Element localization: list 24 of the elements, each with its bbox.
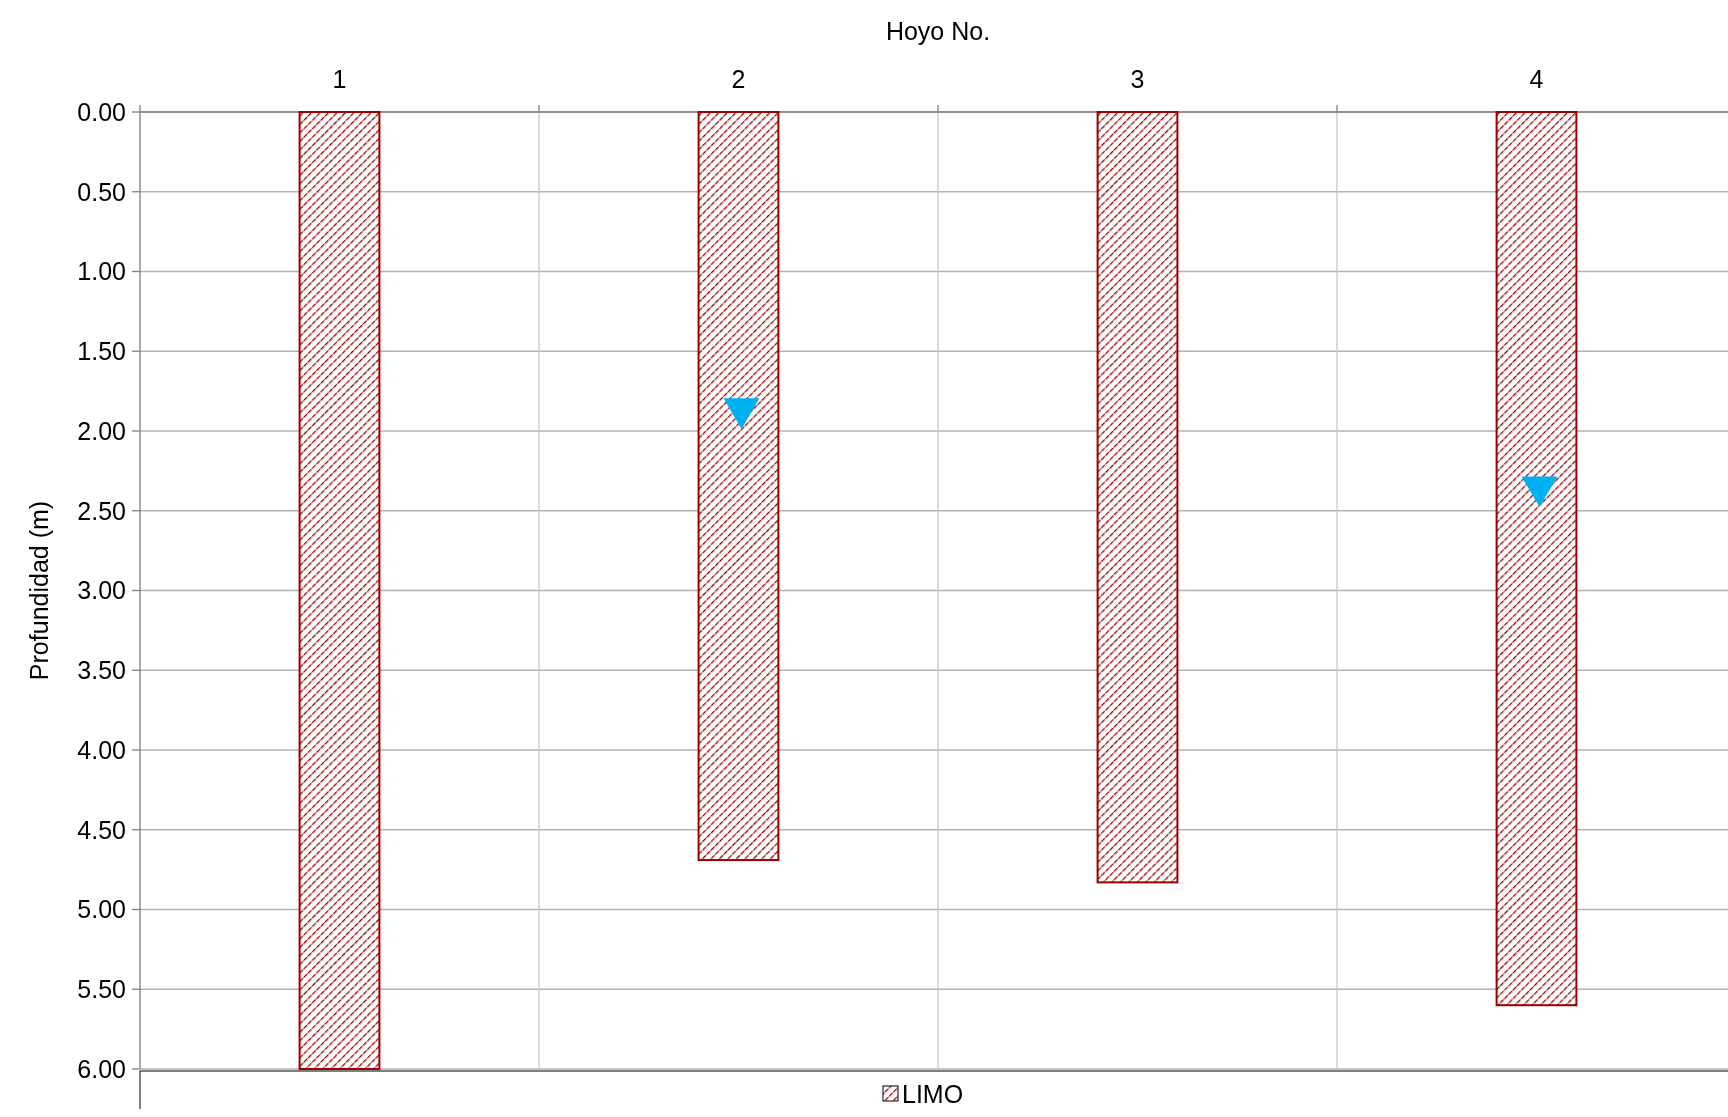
x-tick-label: 1 bbox=[332, 65, 347, 93]
bar bbox=[1495, 111, 1578, 1007]
x-axis-title: Hoyo No. bbox=[885, 17, 991, 45]
bar bbox=[1096, 111, 1179, 884]
y-tick-label: 5.50 bbox=[77, 975, 126, 1003]
y-tick-label: 0.50 bbox=[77, 177, 126, 206]
bar bbox=[298, 111, 381, 1070]
y-tick-label: 6.00 bbox=[77, 1054, 126, 1083]
y-tick-label: 0.00 bbox=[77, 97, 126, 126]
x-tick-label: 3 bbox=[1130, 65, 1145, 93]
x-tick-label: 2 bbox=[731, 65, 746, 93]
y-tick-label: 3.00 bbox=[77, 576, 126, 605]
legend-label: LIMO bbox=[902, 1079, 964, 1108]
y-tick-label: 1.50 bbox=[77, 337, 126, 365]
y-tick-label: 4.50 bbox=[77, 815, 126, 844]
y-tick-label: 3.50 bbox=[77, 656, 126, 684]
bar bbox=[697, 111, 780, 862]
y-tick-label: 5.00 bbox=[77, 895, 126, 924]
y-tick-label: 4.00 bbox=[77, 735, 126, 764]
y-axis-title: Profundidad (m) bbox=[25, 500, 53, 681]
y-tick-label: 1.00 bbox=[77, 257, 126, 286]
y-tick-label: 2.00 bbox=[77, 416, 126, 445]
y-tick-label: 2.50 bbox=[77, 496, 126, 525]
x-tick-label: 4 bbox=[1529, 65, 1544, 93]
